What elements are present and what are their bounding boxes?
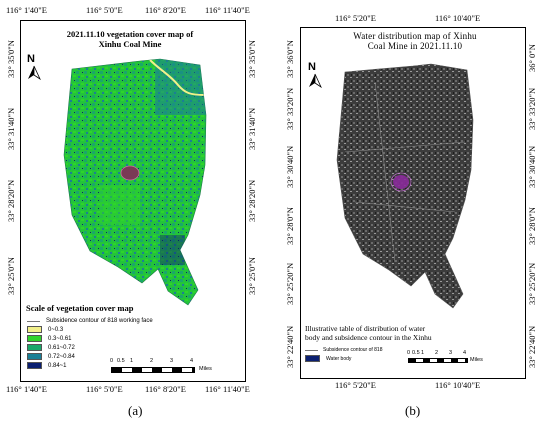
bottom-tick-b-1: 116° 5'20"E xyxy=(335,380,376,390)
scale-num: 2 xyxy=(435,350,439,356)
legend-item-b: Water body xyxy=(305,355,351,362)
panel-b: 116° 5'20"E 116° 10'40"E 33° 36'0"N 33° … xyxy=(275,0,550,422)
water-distribution-map xyxy=(335,62,485,322)
legend-swatch xyxy=(27,335,42,342)
north-label-b: N xyxy=(308,61,316,73)
top-tick-1: 116° 1'40"E xyxy=(6,5,47,15)
scale-num: 0.5 xyxy=(117,358,125,364)
caption-a: (a) xyxy=(128,403,143,418)
left-tick-b-2: 33° 33'20"N xyxy=(285,87,295,130)
title-b-line1: Water distribution map of Xinhu xyxy=(353,31,477,41)
legend-line-label: Subsidence contour of 818 working face xyxy=(46,318,153,324)
legend-label: 0~0.3 xyxy=(48,326,64,333)
legend-title-b: Illustrative table of distribution of wa… xyxy=(305,324,432,342)
north-arrow-icon xyxy=(305,62,325,89)
bottom-tick-1: 116° 1'40"E xyxy=(6,384,47,394)
top-tick-b-1: 116° 5'20"E xyxy=(335,13,376,23)
north-label: N xyxy=(27,53,35,65)
bottom-tick-b-2: 116° 10'40"E xyxy=(435,380,481,390)
left-tick-b-1: 33° 36'0"N xyxy=(285,40,295,78)
legend-item-a-2: 0.3~0.61 xyxy=(27,335,72,342)
right-tick-b-1: 36° 0"N xyxy=(527,44,537,72)
title-a-line1: 2021.11.10 vegetation cover map of xyxy=(66,29,194,39)
legend-line-a: Subsidence contour of 818 working face xyxy=(27,318,153,324)
right-tick-4: 33° 25'0"N xyxy=(247,257,257,295)
scale-num: 1 xyxy=(130,358,134,364)
legend-label: 0.84~1 xyxy=(48,362,67,369)
title-b-line2: Coal Mine in 2021.11.10 xyxy=(367,41,463,52)
legend-item-a-1: 0~0.3 xyxy=(27,326,63,333)
legend-line-b: Subsidence contour of 818 xyxy=(305,347,383,353)
right-tick-b-5: 33° 25'20"N xyxy=(527,262,537,305)
scale-num: 4 xyxy=(190,358,194,364)
left-tick-3: 33° 28'20"N xyxy=(6,179,16,222)
right-tick-2: 33° 31'40"N xyxy=(247,107,257,150)
map-title-b: Water distribution map of Xinhu Coal Min… xyxy=(320,31,510,52)
scale-unit: Miles xyxy=(199,366,212,372)
scale-num: 1 xyxy=(421,350,425,356)
scale-num: 3 xyxy=(170,358,174,364)
legend-swatch xyxy=(305,355,320,362)
legend-swatch xyxy=(27,326,42,333)
north-arrow-icon xyxy=(24,54,44,81)
scale-num: 3 xyxy=(449,350,453,356)
left-tick-1: 33° 35'0"N xyxy=(6,40,16,78)
map-title-a: 2021.11.10 vegetation cover map of Xinhu… xyxy=(40,29,220,50)
left-tick-4: 33° 25'0"N xyxy=(6,257,16,295)
right-tick-b-6: 33° 22'40"N xyxy=(527,325,537,368)
bottom-tick-4: 116° 11'40"E xyxy=(205,384,250,394)
legend-line-swatch xyxy=(27,320,40,322)
scale-num: 0 xyxy=(110,358,114,364)
scale-num: 4 xyxy=(463,350,467,356)
legend-label: 0.72~0.84 xyxy=(48,353,75,360)
left-tick-b-3: 33° 30'40"N xyxy=(285,145,295,188)
right-tick-b-2: 33° 33'20"N xyxy=(527,87,537,130)
scale-bar-graphic xyxy=(408,358,468,363)
top-tick-3: 116° 8'20"E xyxy=(145,5,186,15)
right-tick-b-4: 33° 28'0"N xyxy=(527,207,537,245)
left-tick-b-4: 33° 28'0"N xyxy=(285,207,295,245)
scale-num: 2 xyxy=(150,358,154,364)
right-tick-3: 33° 28'20"N xyxy=(247,179,257,222)
legend-title-a: Scale of vegetation cover map xyxy=(26,303,134,313)
top-tick-b-2: 116° 10'40"E xyxy=(435,13,481,23)
top-tick-2: 116° 5'0"E xyxy=(86,5,123,15)
left-tick-2: 33° 31'40"N xyxy=(6,107,16,150)
left-tick-b-5: 33° 25'20"N xyxy=(285,262,295,305)
bottom-tick-3: 116° 8'20"E xyxy=(145,384,186,394)
caption-b: (b) xyxy=(405,403,421,418)
legend-label: 0.61~0.72 xyxy=(48,344,75,351)
right-tick-b-3: 33° 30'40"N xyxy=(527,145,537,188)
legend-line-label: Subsidence contour of 818 xyxy=(323,347,383,353)
legend-swatch xyxy=(27,362,42,369)
legend-label: Water body xyxy=(326,355,352,362)
scale-num: 0.5 xyxy=(412,350,420,356)
legend-item-a-3: 0.61~0.72 xyxy=(27,344,75,351)
legend-item-a-4: 0.72~0.84 xyxy=(27,353,75,360)
legend-title-b-line2: body and subsidence contour in the Xinhu xyxy=(305,332,432,342)
scale-unit: Miles xyxy=(470,357,483,363)
bottom-tick-2: 116° 5'0"E xyxy=(86,384,123,394)
scale-bar-a: 0 0.5 1 2 3 4 Miles xyxy=(110,358,230,376)
scale-num: 0 xyxy=(407,350,411,356)
top-tick-4: 116° 11'40"E xyxy=(205,5,250,15)
vegetation-cover-map xyxy=(60,55,220,315)
legend-title-b-line1: Illustrative table of distribution of wa… xyxy=(305,324,426,333)
legend-item-a-5: 0.84~1 xyxy=(27,362,67,369)
scale-bar-b: 0 0.5 1 2 3 4 Miles xyxy=(407,350,507,368)
legend-swatch xyxy=(27,344,42,351)
panel-a: 116° 1'40"E 116° 5'0"E 116° 8'20"E 116° … xyxy=(6,5,257,418)
right-tick-1: 33° 35'0"N xyxy=(247,40,257,78)
title-a-line2: Xinhu Coal Mine xyxy=(98,38,162,49)
legend-swatch xyxy=(27,353,42,360)
scale-bar-graphic xyxy=(111,367,195,373)
legend-line-swatch xyxy=(305,349,318,351)
legend-label: 0.3~0.61 xyxy=(48,335,72,342)
left-tick-b-6: 33° 22'40"N xyxy=(285,325,295,368)
